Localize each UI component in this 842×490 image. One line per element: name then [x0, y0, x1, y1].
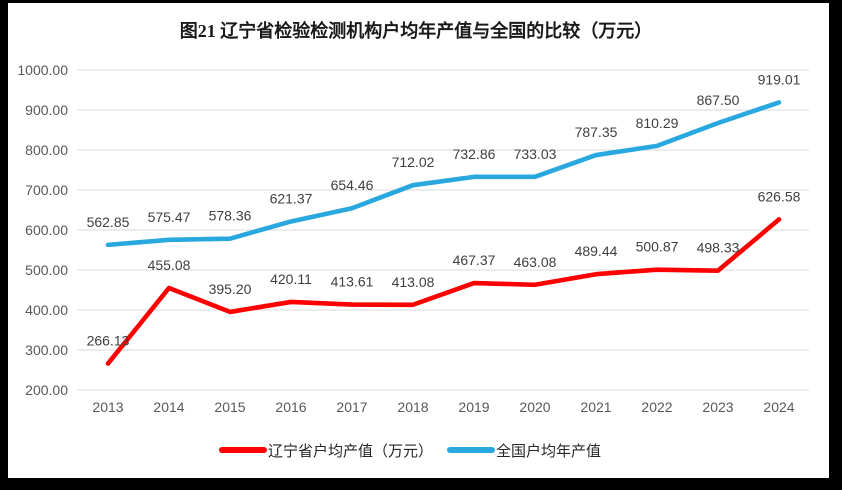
series-line-0 — [105, 217, 782, 366]
y-tick-label: 400.00 — [25, 302, 68, 318]
y-tick-label: 700.00 — [25, 182, 68, 198]
gridlines — [77, 69, 809, 391]
x-tick-label: 2013 — [92, 399, 123, 415]
x-tick-label: 2016 — [275, 399, 306, 415]
data-label-series0: 395.20 — [209, 281, 252, 297]
y-tick-label: 900.00 — [25, 102, 68, 118]
data-label-series1: 654.46 — [331, 177, 374, 193]
data-label-series1: 787.35 — [575, 124, 618, 140]
y-axis-labels: 200.00 300.00 400.00 500.00 600.00 700.00 800.… — [17, 62, 68, 398]
x-tick-label: 2017 — [336, 399, 367, 415]
data-label-series1: 578.36 — [209, 208, 252, 224]
data-label-series1: 575.47 — [148, 209, 191, 225]
x-tick-label: 2024 — [763, 399, 794, 415]
data-label-series1: 562.85 — [87, 214, 130, 230]
data-label-series0: 467.37 — [453, 252, 496, 268]
x-tick-label: 2018 — [397, 399, 428, 415]
series-lines — [105, 100, 782, 366]
x-tick-label: 2021 — [580, 399, 611, 415]
y-tick-label: 200.00 — [25, 382, 68, 398]
y-tick-label: 600.00 — [25, 222, 68, 238]
x-axis-labels: 2013 2014 2015 2016 2017 2018 2019 2020 2021 2022… — [92, 399, 794, 415]
data-labels: 266.13 455.08 395.20 420.11 413.61 413.08 467.… — [87, 71, 801, 348]
x-tick-label: 2020 — [519, 399, 550, 415]
y-tick-label: 800.00 — [25, 142, 68, 158]
x-tick-label: 2022 — [641, 399, 672, 415]
y-tick-label: 300.00 — [25, 342, 68, 358]
data-label-series0: 489.44 — [575, 243, 618, 259]
legend-label-liaoning: 辽宁省户均产值（万元） — [268, 443, 433, 460]
data-label-series1: 810.29 — [636, 115, 679, 131]
x-tick-label: 2023 — [702, 399, 733, 415]
data-label-series0: 413.61 — [331, 274, 374, 290]
data-label-series0: 498.33 — [697, 240, 740, 256]
data-label-series0: 463.08 — [514, 254, 557, 270]
data-label-series1: 732.86 — [453, 146, 496, 162]
y-tick-label: 1000.00 — [17, 62, 68, 78]
chart-title: 图21 辽宁省检验检测机构户均年产值与全国的比较（万元） — [180, 20, 653, 41]
x-tick-label: 2014 — [153, 399, 184, 415]
data-label-series0: 455.08 — [148, 257, 191, 273]
x-tick-label: 2015 — [214, 399, 245, 415]
data-label-series1: 712.02 — [392, 154, 435, 170]
legend: 辽宁省户均产值（万元） 全国户均年产值 — [219, 442, 601, 460]
data-label-series0: 266.13 — [87, 333, 130, 349]
y-tick-label: 500.00 — [25, 262, 68, 278]
data-label-series1: 919.01 — [758, 71, 801, 87]
data-label-series0: 626.58 — [758, 188, 801, 204]
data-label-series1: 867.50 — [697, 92, 740, 108]
data-label-series0: 500.87 — [636, 239, 679, 255]
legend-label-national: 全国户均年产值 — [496, 442, 601, 460]
data-label-series1: 733.03 — [514, 146, 557, 162]
data-label-series0: 413.08 — [392, 274, 435, 290]
data-label-series0: 420.11 — [270, 271, 312, 287]
x-tick-label: 2019 — [458, 399, 489, 415]
data-label-series1: 621.37 — [270, 190, 313, 206]
series-line-1 — [105, 100, 782, 248]
